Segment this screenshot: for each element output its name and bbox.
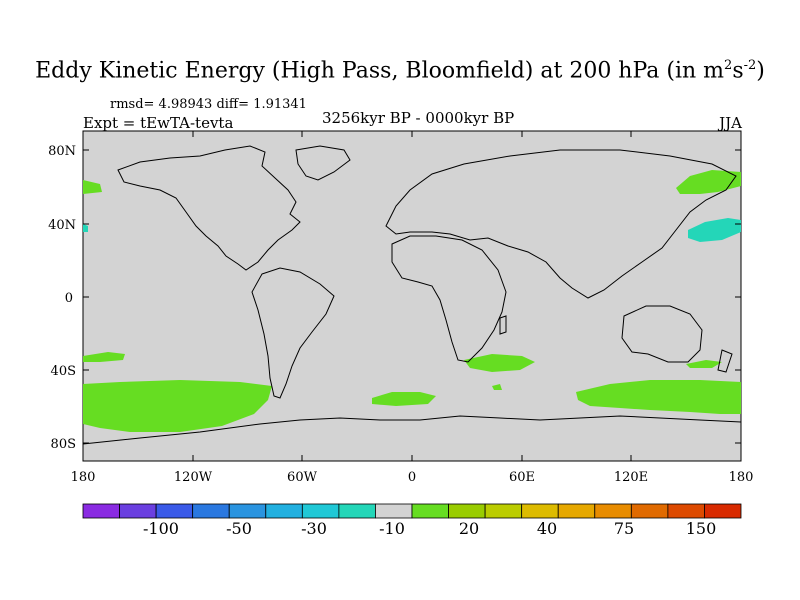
experiment-label: Expt = tEwTA-tevta: [83, 114, 234, 132]
anomaly-positive-nw-pacific: [676, 170, 741, 194]
lon-tick-label: 0: [408, 470, 416, 485]
lon-tick-label: 180: [71, 470, 96, 485]
colorbar-labels: -100 -50 -30 -10 20 40 75 150: [143, 519, 716, 538]
colorbar-box: [704, 503, 742, 519]
colorbar-box: [630, 503, 669, 519]
stats-text: rmsd= 4.98943 diff= 1.91341: [110, 97, 307, 112]
lon-tick-label: 120W: [174, 470, 213, 485]
colorbar-label: 75: [614, 519, 634, 538]
colorbar-label: -30: [301, 519, 327, 538]
lon-tick-label: 180: [729, 470, 754, 485]
colorbar-box: [448, 503, 486, 519]
axis-ticks: [82, 131, 742, 461]
anomaly-negative-n-pacific: [688, 218, 741, 242]
greenland-coast: [295, 145, 351, 181]
lon-tick-label: 60E: [509, 470, 535, 485]
colorbar-box: [155, 503, 194, 519]
coastlines: [82, 145, 742, 445]
colorbar-label: 20: [459, 519, 479, 538]
madagascar-coast: [499, 315, 507, 335]
colorbar-label: -100: [143, 519, 179, 538]
lat-tick-label: 80N: [48, 144, 76, 159]
colorbar-box: [338, 503, 376, 519]
lat-tick-label: 40S: [51, 364, 76, 379]
anomaly-positive-ne-pacific: [83, 180, 102, 194]
lat-tick-label: 80S: [51, 437, 76, 452]
north-america-coast: [117, 145, 301, 271]
colorbar-label: -50: [226, 519, 252, 538]
period-label: 3256kyr BP - 0000kyr BP: [322, 109, 515, 127]
colorbar-box: [411, 503, 449, 519]
colorbar-label: 150: [686, 519, 717, 538]
antarctica-coast: [82, 415, 742, 445]
colorbar-label: -10: [379, 519, 405, 538]
lat-tick-label: 0: [65, 291, 73, 306]
colorbar-box: [484, 503, 523, 519]
colorbar-box: [594, 503, 632, 519]
colorbar-box: [228, 503, 267, 519]
colorbar-box: [119, 503, 157, 519]
anomaly-positive-tasman: [686, 360, 722, 368]
season-label: JJA: [719, 114, 742, 132]
anomaly-positive-s-indian-pacific: [576, 380, 741, 414]
anomaly-regions: [83, 170, 741, 432]
anomaly-positive-indian-ocean: [464, 354, 535, 372]
australia-coast: [621, 305, 703, 363]
colorbar-box: [667, 503, 705, 519]
colorbar-box: [301, 503, 340, 519]
eurasia-coast: [385, 149, 737, 299]
colorbar-box: [82, 503, 120, 519]
anomaly-positive-s-pacific-main: [83, 380, 272, 432]
plot-title: Eddy Kinetic Energy (High Pass, Bloomfie…: [35, 58, 765, 84]
anomaly-positive-s-pacific-north: [83, 352, 125, 362]
anomaly-positive-s-atlantic: [372, 392, 436, 406]
colorbar-box: [265, 503, 303, 519]
colorbar-box: [521, 503, 559, 519]
new-zealand-coast: [717, 349, 733, 373]
africa-coast: [391, 235, 507, 363]
lon-tick-label: 60W: [287, 470, 318, 485]
south-america-coast: [251, 267, 335, 399]
anomaly-positive-indian-ocean-small: [492, 384, 502, 390]
colorbar-box: [557, 503, 596, 519]
colorbar-box: [192, 503, 230, 519]
colorbar-box: [375, 503, 413, 519]
anomaly-negative-e-pacific: [83, 224, 88, 232]
colorbar: [82, 503, 742, 519]
lon-tick-label: 120E: [614, 470, 648, 485]
lat-tick-label: 40N: [48, 218, 76, 233]
colorbar-label: 40: [537, 519, 557, 538]
